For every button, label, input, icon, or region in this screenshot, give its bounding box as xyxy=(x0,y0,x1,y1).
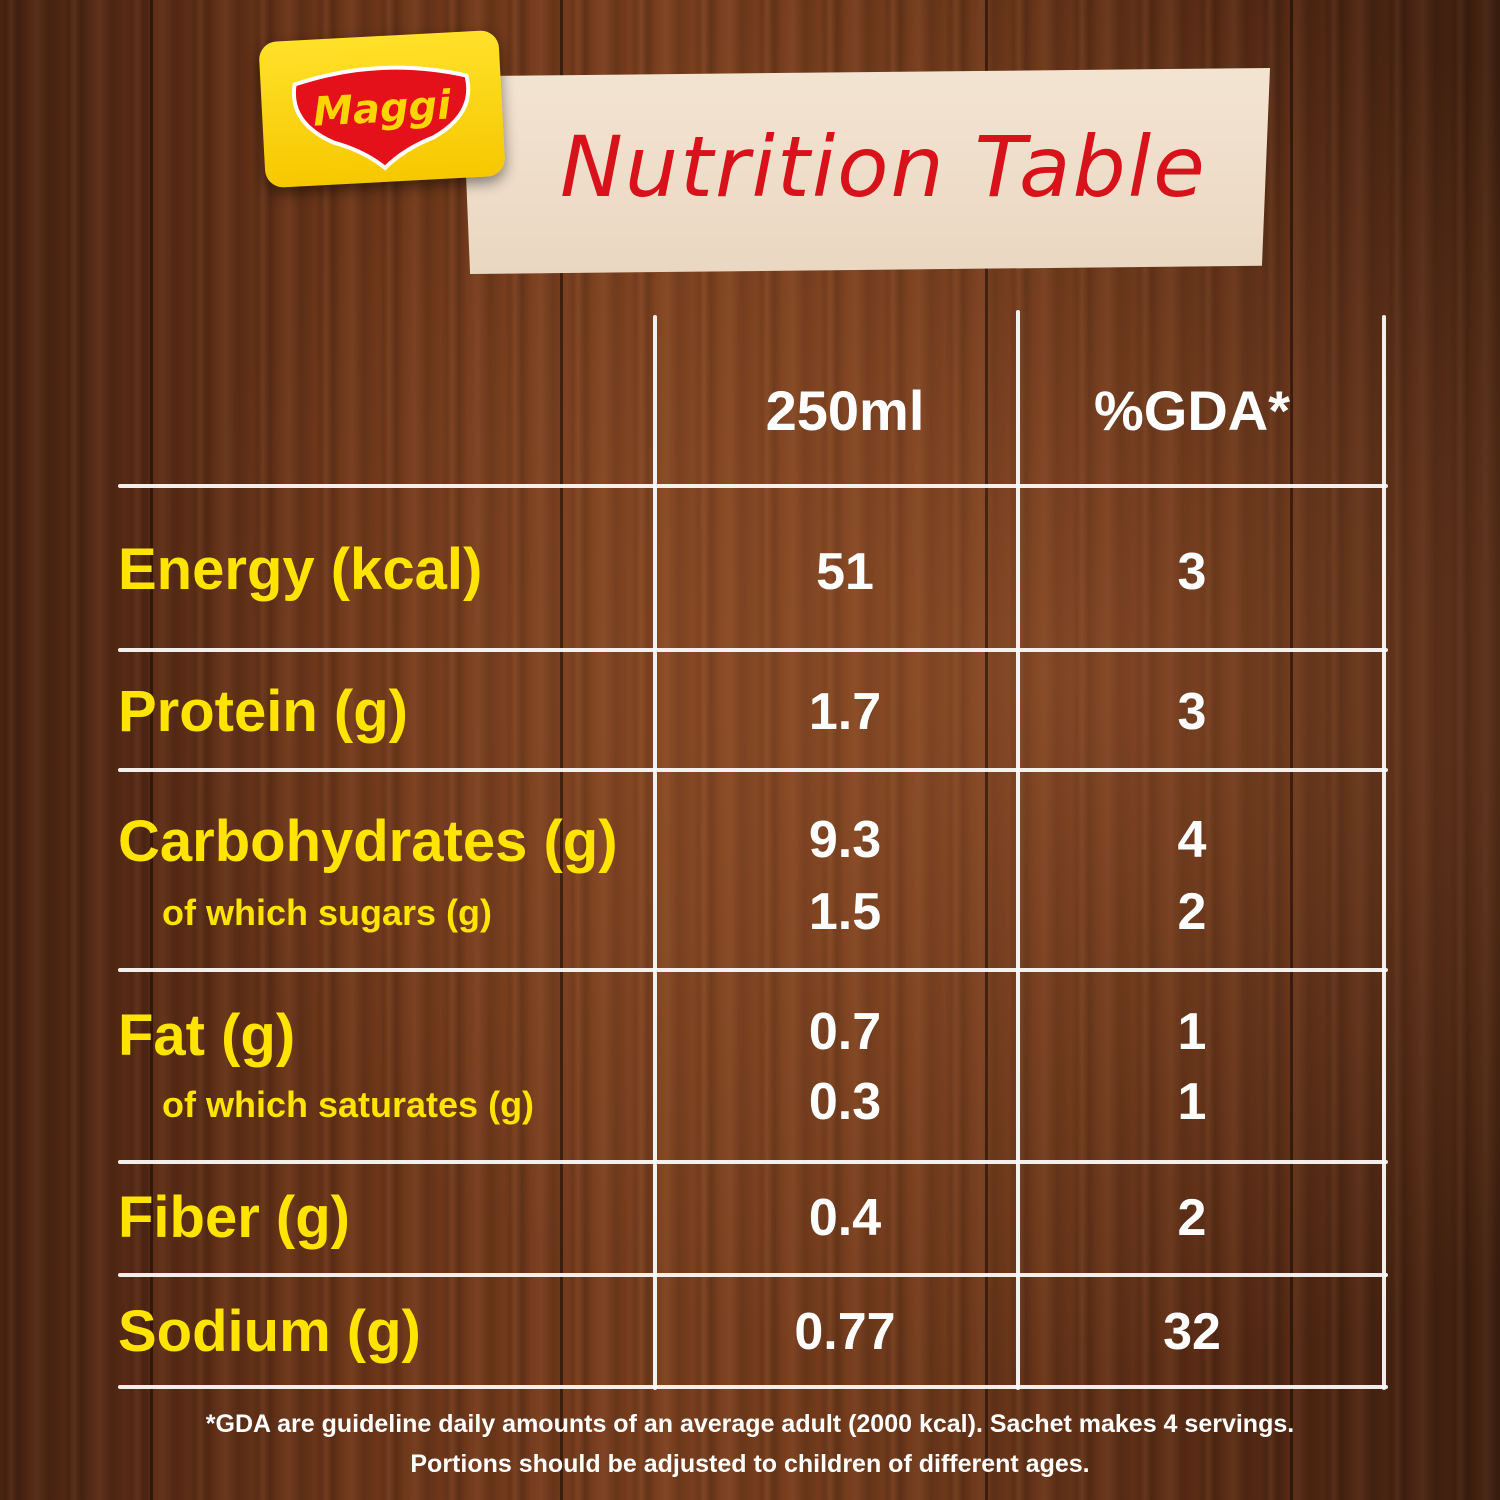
value-fiber-gda: 2 xyxy=(1177,1189,1207,1247)
column-header-250ml: 250ml xyxy=(765,379,925,442)
row-label-fat: Fat (g) xyxy=(118,1003,296,1068)
row-label-energy: Energy (kcal) xyxy=(118,537,483,602)
value-saturates-gda: 1 xyxy=(1177,1073,1207,1131)
svg-text:Maggi: Maggi xyxy=(312,82,453,135)
wood-plank-seam xyxy=(560,0,563,1500)
row-label-protein: Protein (g) xyxy=(118,679,408,744)
row-divider xyxy=(118,768,1388,772)
footnote-line-1: *GDA are guideline daily amounts of an a… xyxy=(205,1410,1295,1438)
page-title: Nutrition Table xyxy=(560,118,1207,216)
maggi-logo-emblem: Maggi xyxy=(291,65,471,171)
value-sodium-gda: 32 xyxy=(1163,1303,1221,1361)
row-divider xyxy=(118,484,1388,488)
value-saturates-250ml: 0.3 xyxy=(808,1073,882,1131)
value-carbohydrates-250ml: 9.3 xyxy=(808,811,882,869)
row-label-sodium: Sodium (g) xyxy=(118,1299,421,1364)
value-carbohydrates-gda: 4 xyxy=(1177,811,1207,869)
footnote-line-2: Portions should be adjusted to children … xyxy=(410,1450,1090,1478)
value-sodium-250ml: 0.77 xyxy=(794,1303,896,1361)
row-label-fiber: Fiber (g) xyxy=(118,1185,350,1250)
row-divider xyxy=(118,1160,1388,1164)
row-divider xyxy=(118,648,1388,652)
maggi-logo: Maggi xyxy=(258,29,506,189)
value-sugars-250ml: 1.5 xyxy=(808,883,882,941)
row-divider xyxy=(118,968,1388,972)
wood-plank-seam xyxy=(985,0,988,1500)
row-divider xyxy=(118,1273,1388,1277)
value-protein-250ml: 1.7 xyxy=(808,683,882,741)
value-fat-gda: 1 xyxy=(1177,1003,1207,1061)
column-divider xyxy=(653,315,657,1390)
value-energy-250ml: 51 xyxy=(816,543,874,601)
row-label-carbohydrates: Carbohydrates (g) xyxy=(118,809,618,874)
value-protein-gda: 3 xyxy=(1177,683,1207,741)
value-fat-250ml: 0.7 xyxy=(808,1003,882,1061)
wood-plank-seam xyxy=(1290,0,1293,1500)
row-label-sugars: of which sugars (g) xyxy=(162,892,493,933)
row-label-saturates: of which saturates (g) xyxy=(162,1084,535,1125)
column-divider xyxy=(1016,310,1020,1390)
value-energy-gda: 3 xyxy=(1177,543,1207,601)
title-banner xyxy=(462,68,1270,274)
wood-plank-seam xyxy=(150,0,153,1500)
value-sugars-gda: 2 xyxy=(1177,883,1207,941)
value-fiber-250ml: 0.4 xyxy=(808,1189,882,1247)
row-divider xyxy=(118,1385,1388,1389)
column-header-gda: %GDA* xyxy=(1093,379,1291,442)
column-divider xyxy=(1382,315,1386,1390)
